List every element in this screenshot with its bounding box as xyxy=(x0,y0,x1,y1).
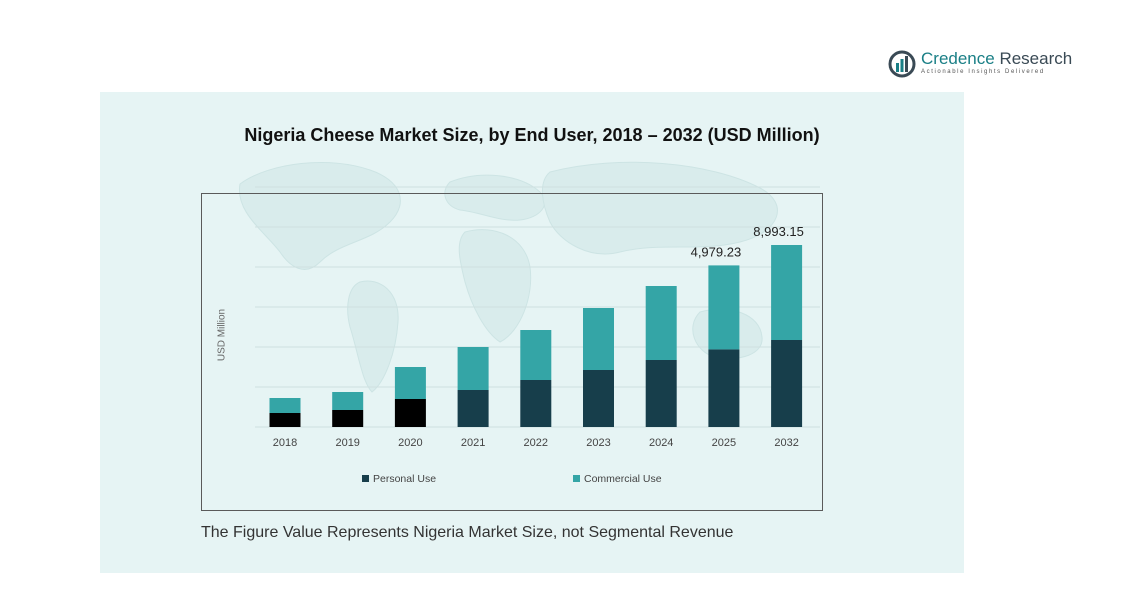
brand-name: Credence Research xyxy=(921,49,1072,69)
footnote: The Figure Value Represents Nigeria Mark… xyxy=(201,524,734,541)
bar-personal-use-2021 xyxy=(457,390,489,427)
legend-item-commercial-use: Commercial Use xyxy=(573,473,662,485)
x-tick-label-2024: 2024 xyxy=(649,437,673,449)
bar-commercial-use-2032 xyxy=(771,245,803,340)
bar-personal-use-2023 xyxy=(583,370,614,427)
bar-personal-use-2022 xyxy=(520,380,552,427)
plot-frame xyxy=(201,193,823,511)
bar-commercial-use-2020 xyxy=(394,367,426,399)
bar-commercial-use-2024 xyxy=(645,286,677,360)
legend-swatch-personal-use xyxy=(362,475,369,482)
bar-commercial-use-2022 xyxy=(520,330,552,380)
x-tick-label-2032: 2032 xyxy=(774,437,798,449)
data-label-2032: 8,993.15 xyxy=(753,224,804,239)
x-tick-label-2018: 2018 xyxy=(273,437,297,449)
bar-commercial-use-2018 xyxy=(269,398,301,413)
bar-personal-use-2024 xyxy=(645,360,677,427)
legend-label-personal-use: Personal Use xyxy=(373,473,437,485)
legend-item-personal-use: Personal Use xyxy=(362,473,436,485)
brand-tagline: Actionable Insights Delivered xyxy=(921,69,1045,75)
chart-panel: Nigeria Cheese Market Size, by End User,… xyxy=(100,92,964,573)
bar-personal-use-2020 xyxy=(394,399,426,427)
credence-logo-icon xyxy=(888,50,916,78)
brand-logo: Credence Research Actionable Insights De… xyxy=(888,48,1078,80)
bar-personal-use-2032 xyxy=(771,340,803,427)
bar-commercial-use-2021 xyxy=(457,347,489,390)
x-tick-label-2020: 2020 xyxy=(398,437,422,449)
bar-personal-use-2018 xyxy=(269,413,301,427)
data-label-2025: 4,979.23 xyxy=(691,244,742,259)
x-tick-label-2019: 2019 xyxy=(335,437,359,449)
x-tick-label-2025: 2025 xyxy=(712,437,736,449)
x-tick-label-2021: 2021 xyxy=(461,437,485,449)
bar-commercial-use-2023 xyxy=(583,308,614,370)
bar-personal-use-2025 xyxy=(708,349,740,427)
bar-commercial-use-2019 xyxy=(332,392,364,410)
legend-swatch-commercial-use xyxy=(573,475,580,482)
x-tick-label-2023: 2023 xyxy=(586,437,610,449)
x-tick-label-2022: 2022 xyxy=(524,437,548,449)
chart-canvas: 2018 2019 2020 2021 2022 2023 2024 2025 4,979.23… xyxy=(255,186,820,449)
brand-name-part1: Credence xyxy=(921,49,995,68)
bar-commercial-use-2025 xyxy=(708,265,740,350)
brand-name-part2: Research xyxy=(999,49,1073,68)
world-map-watermark xyxy=(239,161,778,393)
chart-title: Nigeria Cheese Market Size, by End User,… xyxy=(244,125,820,145)
legend-label-commercial-use: Commercial Use xyxy=(584,473,662,485)
bar-personal-use-2019 xyxy=(332,410,364,427)
